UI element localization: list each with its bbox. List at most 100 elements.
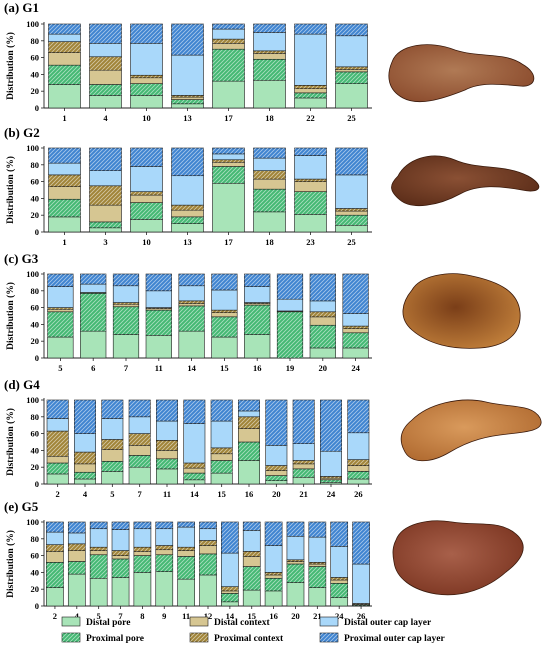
bar-segment-hatch — [212, 49, 245, 82]
bar-segment — [211, 336, 238, 359]
bar-segment — [155, 528, 174, 546]
bar-segment — [294, 214, 327, 233]
bar-segment-hatch — [308, 562, 326, 564]
bar-segment — [294, 88, 327, 94]
bar-segment-hatch — [265, 572, 283, 575]
specimen-photo — [392, 520, 524, 596]
y-tick-label: 80 — [31, 160, 40, 170]
bar-segment — [221, 590, 239, 594]
chart-panel: (a) G1 Distribution (%) 0 20 40 60 80 100 1 4 10 13… — [4, 0, 372, 123]
x-tick-label: 18 — [265, 113, 274, 123]
x-tick-label: 20 — [291, 611, 300, 621]
x-tick-label: 14 — [187, 363, 196, 373]
bar-segment — [178, 303, 205, 307]
bar-segment — [46, 455, 69, 464]
bar-segment-hatch — [89, 221, 122, 228]
bar-segment — [221, 601, 239, 607]
bar-segment-hatch — [265, 522, 283, 546]
x-tick-label: 26 — [354, 489, 363, 499]
bar-segment-hatch — [47, 431, 69, 457]
bar-segment — [253, 178, 286, 190]
specimen-photo — [400, 399, 542, 462]
bar-segment — [335, 174, 368, 209]
bar-segment — [199, 528, 217, 541]
x-tick-label: 25 — [347, 237, 356, 247]
bar-segment-hatch — [342, 332, 369, 348]
bar-segment-hatch — [265, 400, 287, 446]
bar-segment — [212, 161, 245, 167]
bar-segment-hatch — [335, 71, 368, 84]
x-tick-label: 24 — [327, 489, 336, 499]
panel-label: (a) G1 — [4, 0, 39, 15]
x-tick-label: 7 — [118, 611, 123, 621]
bar-segment — [242, 589, 261, 607]
x-tick-label: 3 — [103, 237, 107, 247]
bar-segment — [238, 410, 260, 418]
bar-segment — [80, 330, 107, 359]
bar-segment — [244, 286, 271, 303]
legend-swatch-hatch — [190, 633, 208, 642]
bar-segment-hatch — [320, 476, 342, 479]
bar-segment — [130, 95, 163, 109]
legend-label: Proximal pore — [86, 634, 144, 644]
bar-segment — [264, 590, 283, 607]
legend-swatch — [319, 616, 339, 627]
bar-segment — [67, 550, 86, 562]
x-tick-label: 18 — [265, 237, 274, 247]
bar-segment — [183, 479, 206, 485]
bar-segment — [212, 182, 245, 233]
bar-segment-hatch — [277, 274, 303, 300]
bar-segment-hatch — [80, 274, 106, 285]
bar-segment-hatch — [294, 191, 327, 215]
bar-segment — [347, 432, 370, 460]
bar-segment — [292, 463, 315, 470]
bar-segment-hatch — [352, 522, 370, 564]
x-tick-label: 5 — [58, 363, 62, 373]
bar-segment-hatch — [146, 274, 172, 291]
bar-segment-hatch — [113, 306, 139, 335]
bar-segment — [183, 467, 206, 474]
bar-segment — [309, 316, 336, 326]
bar-segment-hatch — [101, 400, 123, 419]
bar-segment-hatch — [211, 400, 233, 421]
bar-segment-hatch — [221, 593, 239, 602]
bar-segment-hatch — [244, 305, 270, 335]
bar-segment — [46, 418, 69, 432]
bar-segment-hatch — [199, 553, 217, 575]
bar-segment-hatch — [199, 522, 217, 529]
bar-segment-hatch — [177, 547, 195, 551]
bar-segment — [155, 549, 174, 556]
bar-segment-hatch — [101, 439, 123, 450]
bar-segment-hatch — [130, 148, 163, 167]
bar-segment-hatch — [68, 522, 86, 533]
bar-segment-hatch — [277, 311, 303, 358]
x-tick-label: 10 — [142, 237, 151, 247]
bar-segment — [330, 597, 349, 607]
bar-segment-hatch — [293, 468, 315, 478]
bar-segment-hatch — [171, 205, 204, 211]
bar-segment — [48, 84, 81, 109]
bar-segment — [111, 529, 130, 551]
x-tick-label: 16 — [245, 489, 254, 499]
y-tick-label: 0 — [35, 227, 39, 237]
bar-segment — [130, 43, 163, 76]
bar-segment — [133, 551, 152, 556]
bar-segment — [294, 181, 327, 192]
bar-segment-hatch — [352, 605, 370, 606]
bar-segment-hatch — [156, 400, 178, 421]
x-tick-label: 21 — [299, 489, 308, 499]
bar-segment — [265, 480, 288, 485]
bar-segment — [320, 450, 342, 477]
bar-segment — [253, 32, 286, 52]
bar-segment-hatch — [171, 99, 204, 104]
x-tick-label: 5 — [110, 489, 114, 499]
bar-segment — [130, 219, 163, 233]
legend-item: Distal pore — [61, 616, 130, 628]
bar-segment — [212, 80, 245, 109]
legend-label: Distal pore — [86, 618, 130, 628]
bar-segment — [171, 223, 204, 233]
x-tick-label: 16 — [269, 611, 278, 621]
panel-label: (d) G4 — [4, 377, 40, 392]
y-tick-label: 0 — [35, 103, 39, 113]
